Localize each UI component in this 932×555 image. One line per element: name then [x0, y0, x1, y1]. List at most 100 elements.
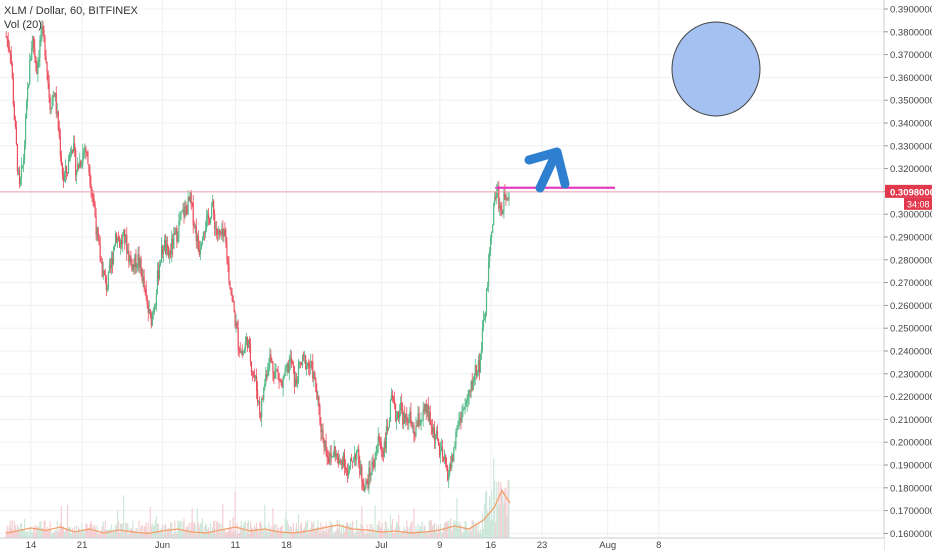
candle-body [243, 350, 245, 354]
candle-body [502, 212, 504, 214]
volume-bar [235, 533, 237, 538]
candle-body [349, 457, 352, 466]
candle-body [343, 453, 346, 467]
volume-bar [47, 530, 49, 538]
candle-body [6, 36, 8, 40]
candle-body [353, 460, 355, 462]
volume-bar [470, 531, 472, 538]
candle-body [472, 381, 474, 390]
volume-bar [357, 528, 359, 538]
volume-bar [168, 528, 170, 538]
time-axis-bg [0, 538, 884, 550]
candle-body [230, 289, 232, 294]
candle-body [366, 480, 368, 482]
volume-label[interactable]: Vol (20) [4, 19, 42, 31]
candle-body [18, 170, 21, 185]
price-tick-label: 0.34000000 [890, 119, 932, 130]
candle-body [235, 322, 237, 327]
candle-body [461, 411, 463, 423]
candle-body [93, 199, 95, 205]
candle-body [159, 262, 162, 265]
volume-bar [135, 527, 137, 538]
volume-bar [503, 503, 505, 538]
volume-bar [388, 533, 391, 538]
candle-body [480, 349, 483, 355]
volume-bar [491, 490, 493, 538]
time-axis[interactable]: 14 21 Jun 11 18 Jul 9 16 23 Aug 8 [0, 537, 884, 551]
price-tick-label: 0.20000000 [890, 438, 932, 449]
candle-body [487, 261, 490, 287]
candle-body [484, 311, 487, 320]
drawings[interactable] [0, 21, 884, 193]
volume-bar [191, 507, 193, 538]
candle-body [193, 225, 195, 227]
candle-body [339, 460, 341, 462]
volume-bar [294, 529, 297, 538]
time-tick-label: 21 [77, 540, 88, 550]
volume-bar [340, 524, 342, 538]
volume-bar [7, 532, 9, 538]
volume-bar [389, 514, 392, 538]
candle-body [305, 355, 307, 370]
volume-bar [124, 530, 126, 538]
candle-body [197, 235, 199, 249]
volume-bar [245, 532, 247, 538]
candle-body [156, 270, 159, 294]
candle-body [101, 262, 103, 277]
volume-bar [87, 527, 89, 538]
volume-bar [32, 532, 34, 538]
candle-body [8, 46, 10, 51]
volume-bar [410, 522, 412, 538]
volume-bar [401, 531, 403, 538]
volume-bar [321, 532, 323, 538]
volume-bar [398, 514, 400, 538]
candle-body [64, 166, 67, 175]
candle-body [21, 165, 24, 167]
candle-body [479, 354, 481, 373]
volume-bar [141, 525, 143, 538]
candle-body [437, 438, 440, 446]
volume-bar [73, 533, 75, 538]
volume-bar [498, 481, 500, 538]
candle-body [363, 486, 365, 492]
candle-body [416, 425, 418, 427]
volume-bar [287, 524, 289, 538]
candle-body [11, 63, 13, 78]
volume-bar [160, 528, 163, 538]
candle-body [281, 381, 283, 388]
volume-bar [266, 528, 268, 538]
volume-bar [94, 526, 96, 538]
volume-bar [391, 519, 394, 538]
volume-bar [35, 532, 37, 538]
volume-bar [151, 523, 153, 538]
candle-body [440, 447, 443, 451]
candle-body [158, 264, 161, 279]
price-axis[interactable]: 0.39000000 0.38000000 0.37000000 0.36000000… [883, 0, 932, 550]
volume-bar [234, 491, 236, 538]
volume-bar [209, 523, 212, 538]
candle-body [196, 235, 198, 242]
candle-body [135, 254, 137, 268]
volume-bar [327, 528, 329, 538]
symbol-label[interactable]: XLM / Dollar, 60, BITFINEX [4, 5, 138, 17]
candle-body [325, 440, 327, 451]
volume-bar [416, 531, 418, 538]
volume-bar [347, 524, 350, 538]
candle-body [128, 250, 130, 262]
candle-body [16, 144, 19, 172]
candle-body [73, 143, 75, 152]
candle-body [14, 119, 16, 127]
volume-bar [462, 531, 464, 538]
volume-bar [364, 533, 366, 538]
volume-bar [116, 510, 119, 538]
candle-body [299, 362, 302, 364]
candle-body [324, 440, 326, 448]
candle-body [280, 380, 282, 382]
candle-body [466, 400, 468, 404]
volume-bar [69, 527, 72, 538]
candle-body [203, 232, 206, 234]
candle-body [17, 170, 20, 172]
candle-body [143, 276, 145, 289]
